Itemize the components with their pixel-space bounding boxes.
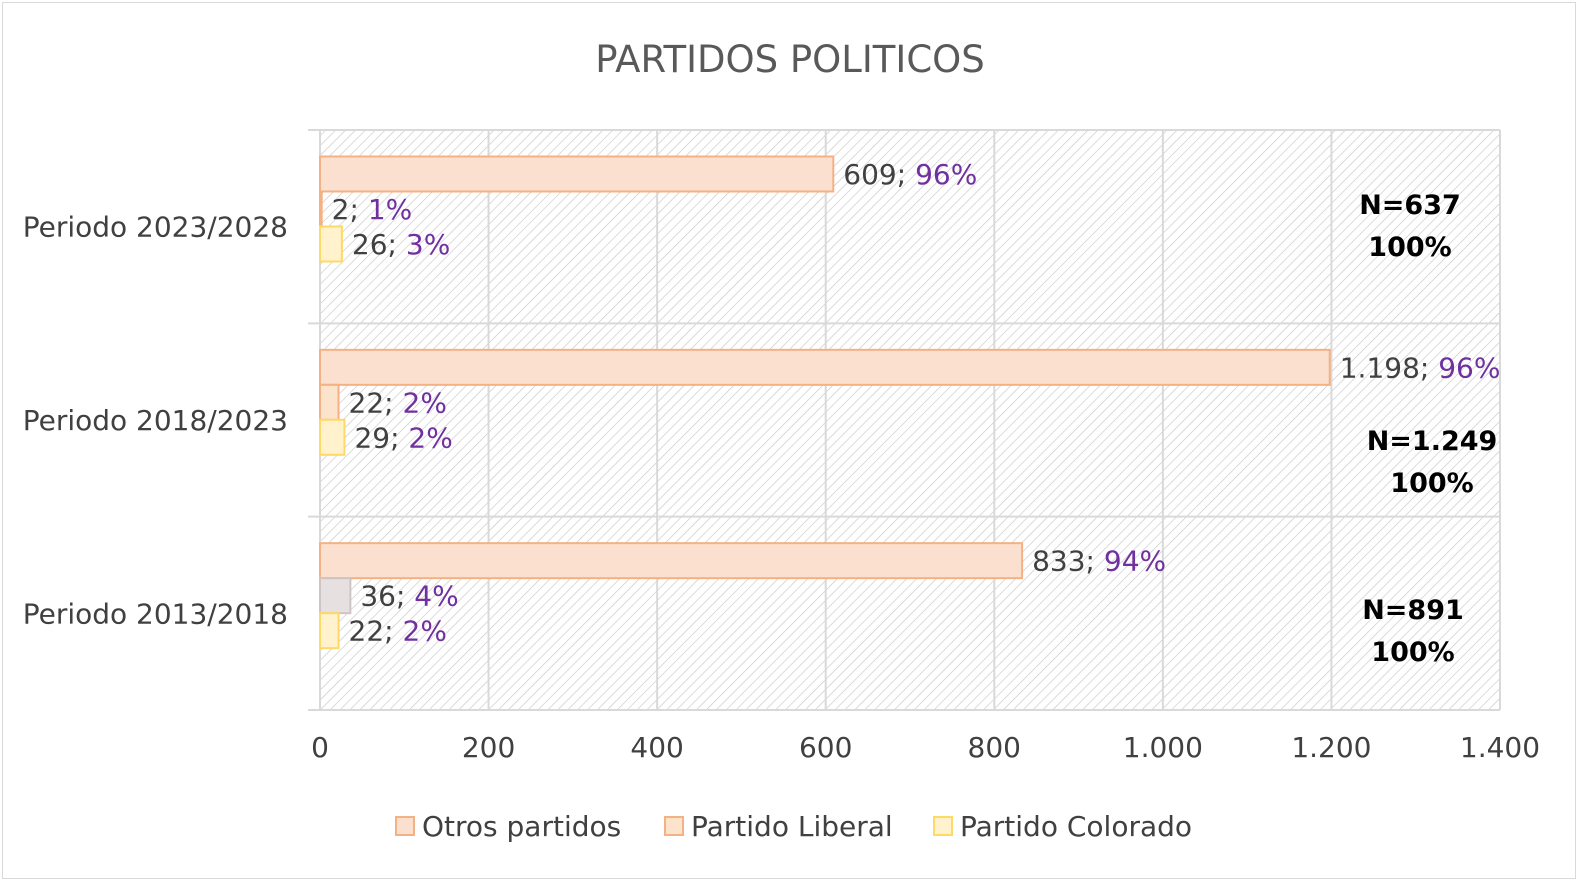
category-label: Periodo 2023/2028 — [23, 211, 288, 244]
category-labels: Periodo 2023/2028 Periodo 2018/2023 Period… — [23, 211, 288, 631]
x-tick-label: 1.200 — [1291, 731, 1371, 764]
x-tick-label: 0 — [311, 731, 329, 764]
legend-item: Partido Liberal — [664, 810, 893, 843]
bar — [319, 155, 835, 193]
bar — [319, 225, 343, 263]
category-label: Periodo 2018/2023 — [23, 404, 288, 437]
data-label: 36; 4% — [360, 580, 458, 613]
bar — [319, 383, 340, 421]
total-percent-label: 100% — [1390, 468, 1473, 499]
data-labels: 609; 96%2; 1%26; 3%1.198; 96%22; 2%29; 2… — [332, 158, 1501, 648]
total-n-label: N=637 — [1359, 190, 1461, 221]
total-n-label: N=1.249 — [1367, 426, 1498, 457]
bar — [319, 612, 340, 650]
data-label: 609; 96% — [843, 158, 977, 191]
x-tick-label: 800 — [968, 731, 1021, 764]
data-label: 26; 3% — [352, 228, 450, 261]
data-label: 833; 94% — [1032, 545, 1166, 578]
data-label: 2; 1% — [332, 193, 413, 226]
total-n-label: N=891 — [1362, 595, 1464, 626]
legend-item: Otros partidos — [395, 810, 621, 843]
bar — [319, 542, 1024, 580]
legend-label: Partido Liberal — [691, 810, 893, 843]
legend-swatch — [395, 816, 415, 836]
legend-item: Partido Colorado — [933, 810, 1192, 843]
data-label: 1.198; 96% — [1340, 351, 1501, 384]
x-tick-label: 600 — [799, 731, 852, 764]
legend-label: Otros partidos — [422, 810, 621, 843]
data-label: 22; 2% — [349, 615, 447, 648]
x-tick-label: 400 — [630, 731, 683, 764]
data-label: 22; 2% — [349, 386, 447, 419]
total-percent-label: 100% — [1368, 232, 1451, 263]
bars — [319, 155, 1331, 650]
x-axis-ticks: 0 200 400 600 800 1.000 1.200 1.400 — [311, 731, 1540, 764]
legend-label: Partido Colorado — [960, 810, 1192, 843]
bar — [319, 348, 1331, 386]
legend-swatch — [933, 816, 953, 836]
x-tick-label: 1.000 — [1123, 731, 1203, 764]
x-tick-label: 200 — [462, 731, 515, 764]
data-label: 29; 2% — [354, 421, 452, 454]
bar — [319, 418, 346, 456]
plot-area — [320, 130, 1500, 710]
bar — [319, 577, 352, 615]
x-tick-label: 1.400 — [1460, 731, 1540, 764]
bar — [319, 190, 323, 228]
total-labels: N=637 100% N=1.249 100% N=891 100% — [1359, 190, 1497, 668]
legend-swatch — [664, 816, 684, 836]
chart-title: PARTIDOS POLITICOS — [595, 38, 985, 81]
category-label: Periodo 2013/2018 — [23, 597, 288, 630]
total-percent-label: 100% — [1371, 637, 1454, 668]
legend: Otros partidos Partido Liberal Partido Col… — [395, 810, 1192, 843]
